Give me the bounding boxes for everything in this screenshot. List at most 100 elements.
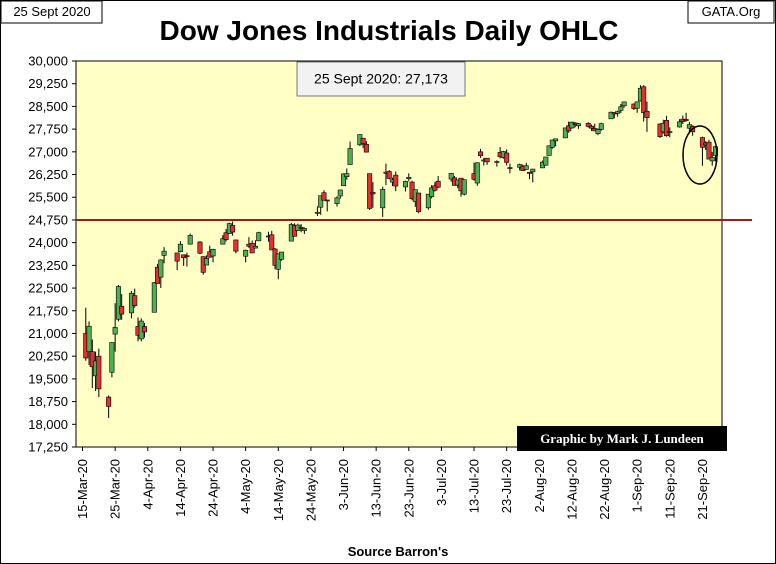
candle-body (233, 239, 239, 252)
x-tick-label: 24-May-20 (303, 459, 318, 521)
candle-body (641, 86, 647, 114)
candle-body (585, 123, 591, 127)
candle-body (644, 110, 650, 118)
plot-layer: 17,250 18,000 18,750 19,500 20,250 21,000 21,7… (28, 54, 752, 521)
candle-body (115, 286, 121, 320)
candle-body (344, 173, 350, 177)
candle-body (174, 252, 180, 262)
candle-body (618, 106, 624, 111)
candle-body (621, 101, 627, 107)
x-tick-label: 2-Aug-20 (532, 459, 547, 512)
candle-body (553, 138, 559, 142)
y-tick-label: 17,250 (28, 440, 68, 455)
credit-box (517, 426, 727, 451)
source-label: GATA.Org (702, 4, 761, 19)
x-tick-label: 13-Jul-20 (467, 459, 482, 513)
candle-body (478, 151, 484, 157)
candle-body (406, 176, 412, 180)
credit: Graphic by Mark J. Lundeen (540, 431, 704, 446)
candle-body (177, 243, 183, 253)
x-tick-label: 24-Apr-20 (206, 459, 221, 517)
candle-body (683, 119, 689, 121)
y-tick-label: 29,250 (28, 76, 68, 91)
candle-body (566, 125, 572, 132)
candle-body (301, 228, 307, 231)
candle-body (416, 192, 422, 213)
candle-body (425, 193, 431, 209)
candle-body (432, 185, 438, 191)
source-box (687, 0, 775, 24)
candle-body (363, 143, 369, 153)
candle-body (337, 189, 343, 197)
candle-body (109, 342, 115, 373)
candle-body (386, 171, 392, 179)
candle-body (360, 137, 366, 144)
candle-body (89, 351, 95, 368)
candle-body (523, 165, 529, 170)
x-axis-label: Source Barron's (348, 544, 449, 559)
y-tick-label: 30,000 (28, 54, 68, 69)
candle-body (615, 111, 621, 114)
candle-body (429, 187, 435, 197)
candle-body (341, 173, 347, 187)
y-tick-label: 24,750 (28, 212, 68, 227)
candle-body (474, 162, 480, 184)
x-tick-label: 1-Sep-20 (630, 459, 645, 512)
candle-body (380, 189, 386, 209)
x-tick-label: 23-Jun-20 (401, 459, 416, 518)
candle-body (393, 174, 399, 187)
candle-body (184, 255, 190, 257)
x-tick-label: 22-Aug-20 (597, 459, 612, 520)
x-tick-label: 3-Jul-20 (434, 459, 449, 506)
candle-body (549, 139, 555, 148)
candle-body (220, 238, 226, 245)
y-tick-label: 18,000 (28, 417, 68, 432)
candle-body (706, 141, 712, 160)
candle-body (435, 180, 441, 188)
candle-body (664, 120, 670, 137)
x-tick-label: 3-Jun-20 (336, 459, 351, 510)
annotation-box (296, 61, 466, 97)
candle-body (562, 127, 568, 139)
x-tick-label: 4-Apr-20 (140, 459, 155, 510)
candle-body (334, 197, 340, 204)
candle-body (243, 249, 249, 257)
candle-body (158, 259, 164, 278)
candle-body (608, 111, 614, 120)
candle-body (507, 167, 513, 169)
candle-body (204, 258, 210, 266)
candle-body (230, 225, 236, 233)
y-tick-label: 23,250 (28, 258, 68, 273)
y-tick-label: 19,500 (28, 371, 68, 386)
candle-body (403, 181, 409, 188)
candle-body (494, 161, 500, 163)
x-tick-label: 4-May-20 (238, 459, 253, 514)
date-box (0, 0, 103, 24)
candle-body (588, 125, 594, 129)
candle-body (543, 156, 549, 166)
candle-body (324, 199, 330, 202)
candle-body (527, 172, 533, 174)
candle-body (96, 355, 102, 390)
y-tick-label: 27,000 (28, 144, 68, 159)
x-tick-label: 15-Mar-20 (75, 459, 90, 519)
y-tick-label: 21,750 (28, 303, 68, 318)
candle-body (595, 129, 601, 134)
y-tick-label: 21,000 (28, 326, 68, 341)
chart-title: Dow Jones Industrials Daily OHLC (160, 15, 619, 46)
y-tick-label: 28,500 (28, 99, 68, 114)
candle-body (86, 325, 92, 352)
candle-body (598, 123, 604, 130)
x-tick-label: 25-Mar-20 (108, 459, 123, 519)
candle-body (504, 152, 510, 163)
y-tick-label: 25,500 (28, 190, 68, 205)
candle-body (546, 145, 552, 156)
y-tick-label: 22,500 (28, 281, 68, 296)
candle-body (292, 225, 298, 237)
candle-body (347, 148, 353, 165)
candle-body (484, 157, 490, 163)
date-label: 25 Sept 2020 (13, 4, 90, 19)
candle-body (314, 212, 320, 214)
candle-body (367, 173, 373, 209)
